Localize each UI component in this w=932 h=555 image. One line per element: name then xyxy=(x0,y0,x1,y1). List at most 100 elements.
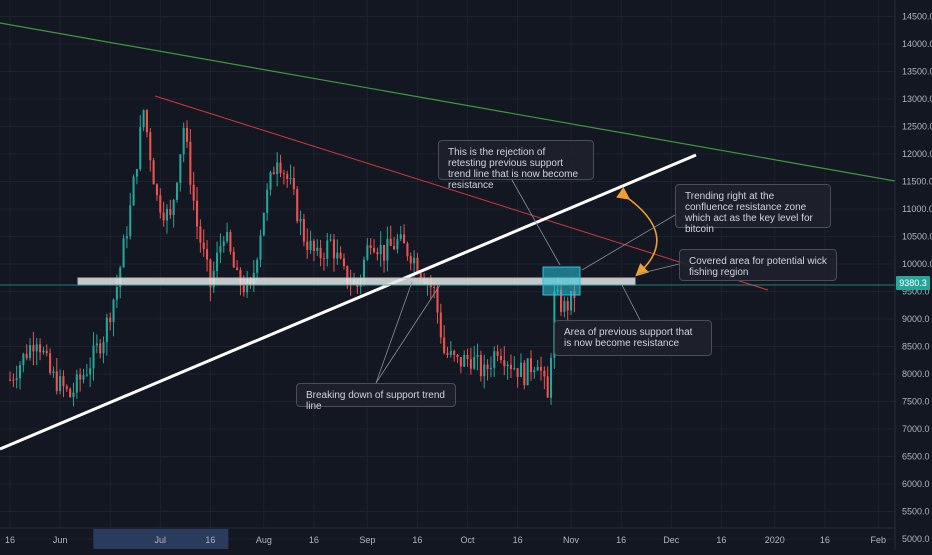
candle-body xyxy=(279,162,282,174)
candle-body xyxy=(109,317,112,323)
candle-body xyxy=(519,362,523,377)
candle-body xyxy=(102,342,105,354)
candle-body xyxy=(436,287,439,313)
candle-body xyxy=(15,378,18,380)
candle-body xyxy=(346,266,349,284)
candle-body xyxy=(389,238,392,246)
candle-body xyxy=(413,257,416,264)
candle-body xyxy=(155,184,158,196)
y-tick-label: 10500.0 xyxy=(902,232,932,242)
candle-body xyxy=(175,182,179,200)
candle-body xyxy=(299,218,302,222)
confluence-note-connector xyxy=(581,214,676,271)
candle-body xyxy=(179,154,182,183)
trendlines xyxy=(0,22,896,291)
candle-body xyxy=(276,162,279,175)
candle-body xyxy=(459,357,462,367)
x-tick-label: 16 xyxy=(820,535,830,545)
candle-body xyxy=(185,127,189,142)
candle-body xyxy=(112,299,115,323)
candle-body xyxy=(563,301,566,312)
candle-body xyxy=(366,245,369,260)
candle-body xyxy=(229,232,232,252)
candle-body xyxy=(145,110,148,133)
x-tick-label: 16 xyxy=(716,535,726,545)
candle-body xyxy=(115,287,118,300)
candle-body xyxy=(256,259,259,273)
candle-body xyxy=(32,345,35,352)
candle-body xyxy=(443,337,446,353)
candle-body xyxy=(372,248,376,253)
candle-body xyxy=(25,353,28,359)
candle-body xyxy=(406,243,409,257)
x-tick-label: Nov xyxy=(563,535,580,545)
y-tick-label: 14500.0 xyxy=(902,12,932,22)
x-tick-label: Oct xyxy=(461,535,476,545)
candles xyxy=(8,109,576,407)
y-tick-label: 10000.0 xyxy=(902,259,932,269)
wick-fishing-note: Covered area for potential wick fishing … xyxy=(679,249,837,281)
candle-body xyxy=(513,368,516,370)
candle-body xyxy=(463,355,466,367)
candle-body xyxy=(473,356,476,369)
candle-body xyxy=(139,127,142,170)
candle-body xyxy=(122,238,125,268)
candle-body xyxy=(529,358,533,373)
candle-body xyxy=(416,257,419,274)
candle-body xyxy=(570,291,573,311)
candle-body xyxy=(39,344,42,353)
y-tick-label: 13000.0 xyxy=(902,94,932,104)
y-tick-label: 8000.0 xyxy=(902,369,930,379)
candle-body xyxy=(132,176,135,206)
candle-body xyxy=(95,343,98,346)
y-tick-label: 9000.0 xyxy=(902,314,930,324)
candle-body xyxy=(479,354,482,377)
green-resistance-trendline xyxy=(0,22,896,182)
candle-body xyxy=(45,350,48,354)
candle-body xyxy=(189,141,192,185)
candle-body xyxy=(195,200,199,227)
candle-body xyxy=(469,358,472,369)
candle-body xyxy=(399,234,402,239)
candle-body xyxy=(42,350,45,353)
candle-body xyxy=(286,174,289,179)
candle-body xyxy=(543,370,546,377)
candle-body xyxy=(499,355,502,361)
candle-body xyxy=(302,218,305,242)
candle-body xyxy=(503,360,506,367)
candle-body xyxy=(439,312,442,338)
candle-body xyxy=(483,364,486,377)
candle-body xyxy=(369,245,372,249)
candle-body xyxy=(312,240,315,252)
candle-body xyxy=(269,172,272,190)
candle-body xyxy=(403,234,406,244)
candle-body xyxy=(222,241,225,247)
candle-body xyxy=(219,246,222,253)
y-tick-label: 9500.0 xyxy=(902,287,930,297)
candle-body xyxy=(152,160,155,185)
candle-body xyxy=(119,267,122,288)
current-price-tag: 9380.3 xyxy=(896,276,930,290)
candle-body xyxy=(362,259,366,279)
candle-body xyxy=(549,357,553,398)
candle-body xyxy=(282,173,285,175)
candle-body xyxy=(62,376,65,387)
candle-body xyxy=(52,371,55,373)
candle-body xyxy=(336,252,339,259)
candle-body xyxy=(262,212,265,236)
x-tick-label: Jul xyxy=(155,535,167,545)
candle-body xyxy=(246,279,249,293)
candle-body xyxy=(59,376,62,392)
candle-body xyxy=(172,199,175,215)
candle-body xyxy=(55,371,58,392)
candle-body xyxy=(75,374,78,393)
x-tick-label: 16 xyxy=(309,535,319,545)
candle-body xyxy=(19,365,22,379)
y-tick-label: 7500.0 xyxy=(902,397,930,407)
candle-body xyxy=(342,258,346,267)
breakdown-note-connector-2 xyxy=(375,281,413,384)
candle-body xyxy=(12,379,15,381)
candle-body xyxy=(169,208,172,215)
candle-body xyxy=(89,368,92,375)
